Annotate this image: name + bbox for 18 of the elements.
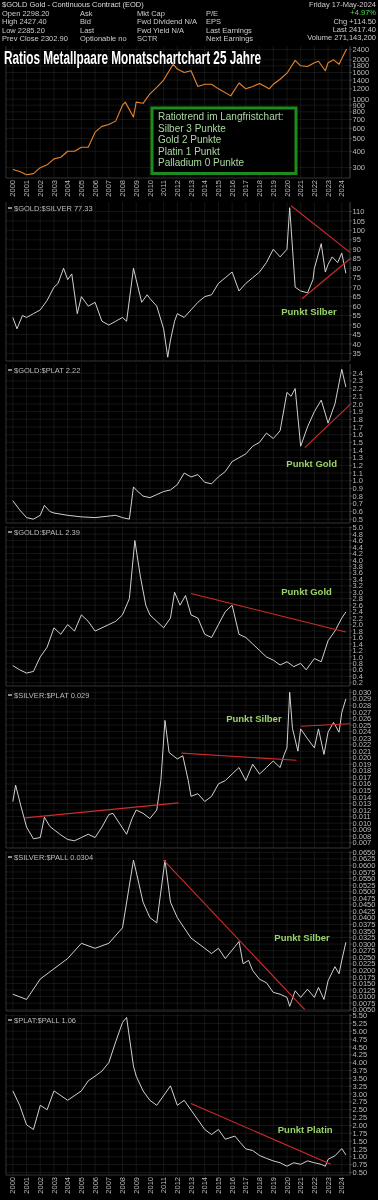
line-series: [12, 691, 347, 842]
chart-title: Ratios Metallpaare Monatschartchart 25 Jahre: [4, 47, 262, 68]
line-series: [12, 540, 347, 674]
annotation: Platin 1 Punkt: [158, 145, 220, 157]
annotation: Ratiotrend im Langfristchart:: [158, 111, 284, 122]
line-series: [12, 207, 347, 358]
annotation: Punkt Platin: [277, 1124, 333, 1136]
annotation: Palladium 0 Punkte: [158, 157, 245, 168]
line-series: [12, 1017, 347, 1167]
annotation: Punkt Silber: [281, 305, 337, 317]
annotation: Punkt Gold: [281, 585, 333, 597]
annotation: Punkt Silber: [274, 931, 331, 943]
annotation: Silber 3 Punkte: [158, 122, 227, 134]
line-series: [12, 368, 347, 520]
annotation: Punkt Silber: [226, 713, 282, 725]
annotation: Gold 2 Punkte: [158, 134, 222, 145]
annotation: Punkt Gold: [286, 458, 338, 470]
line-series: [12, 859, 347, 1007]
